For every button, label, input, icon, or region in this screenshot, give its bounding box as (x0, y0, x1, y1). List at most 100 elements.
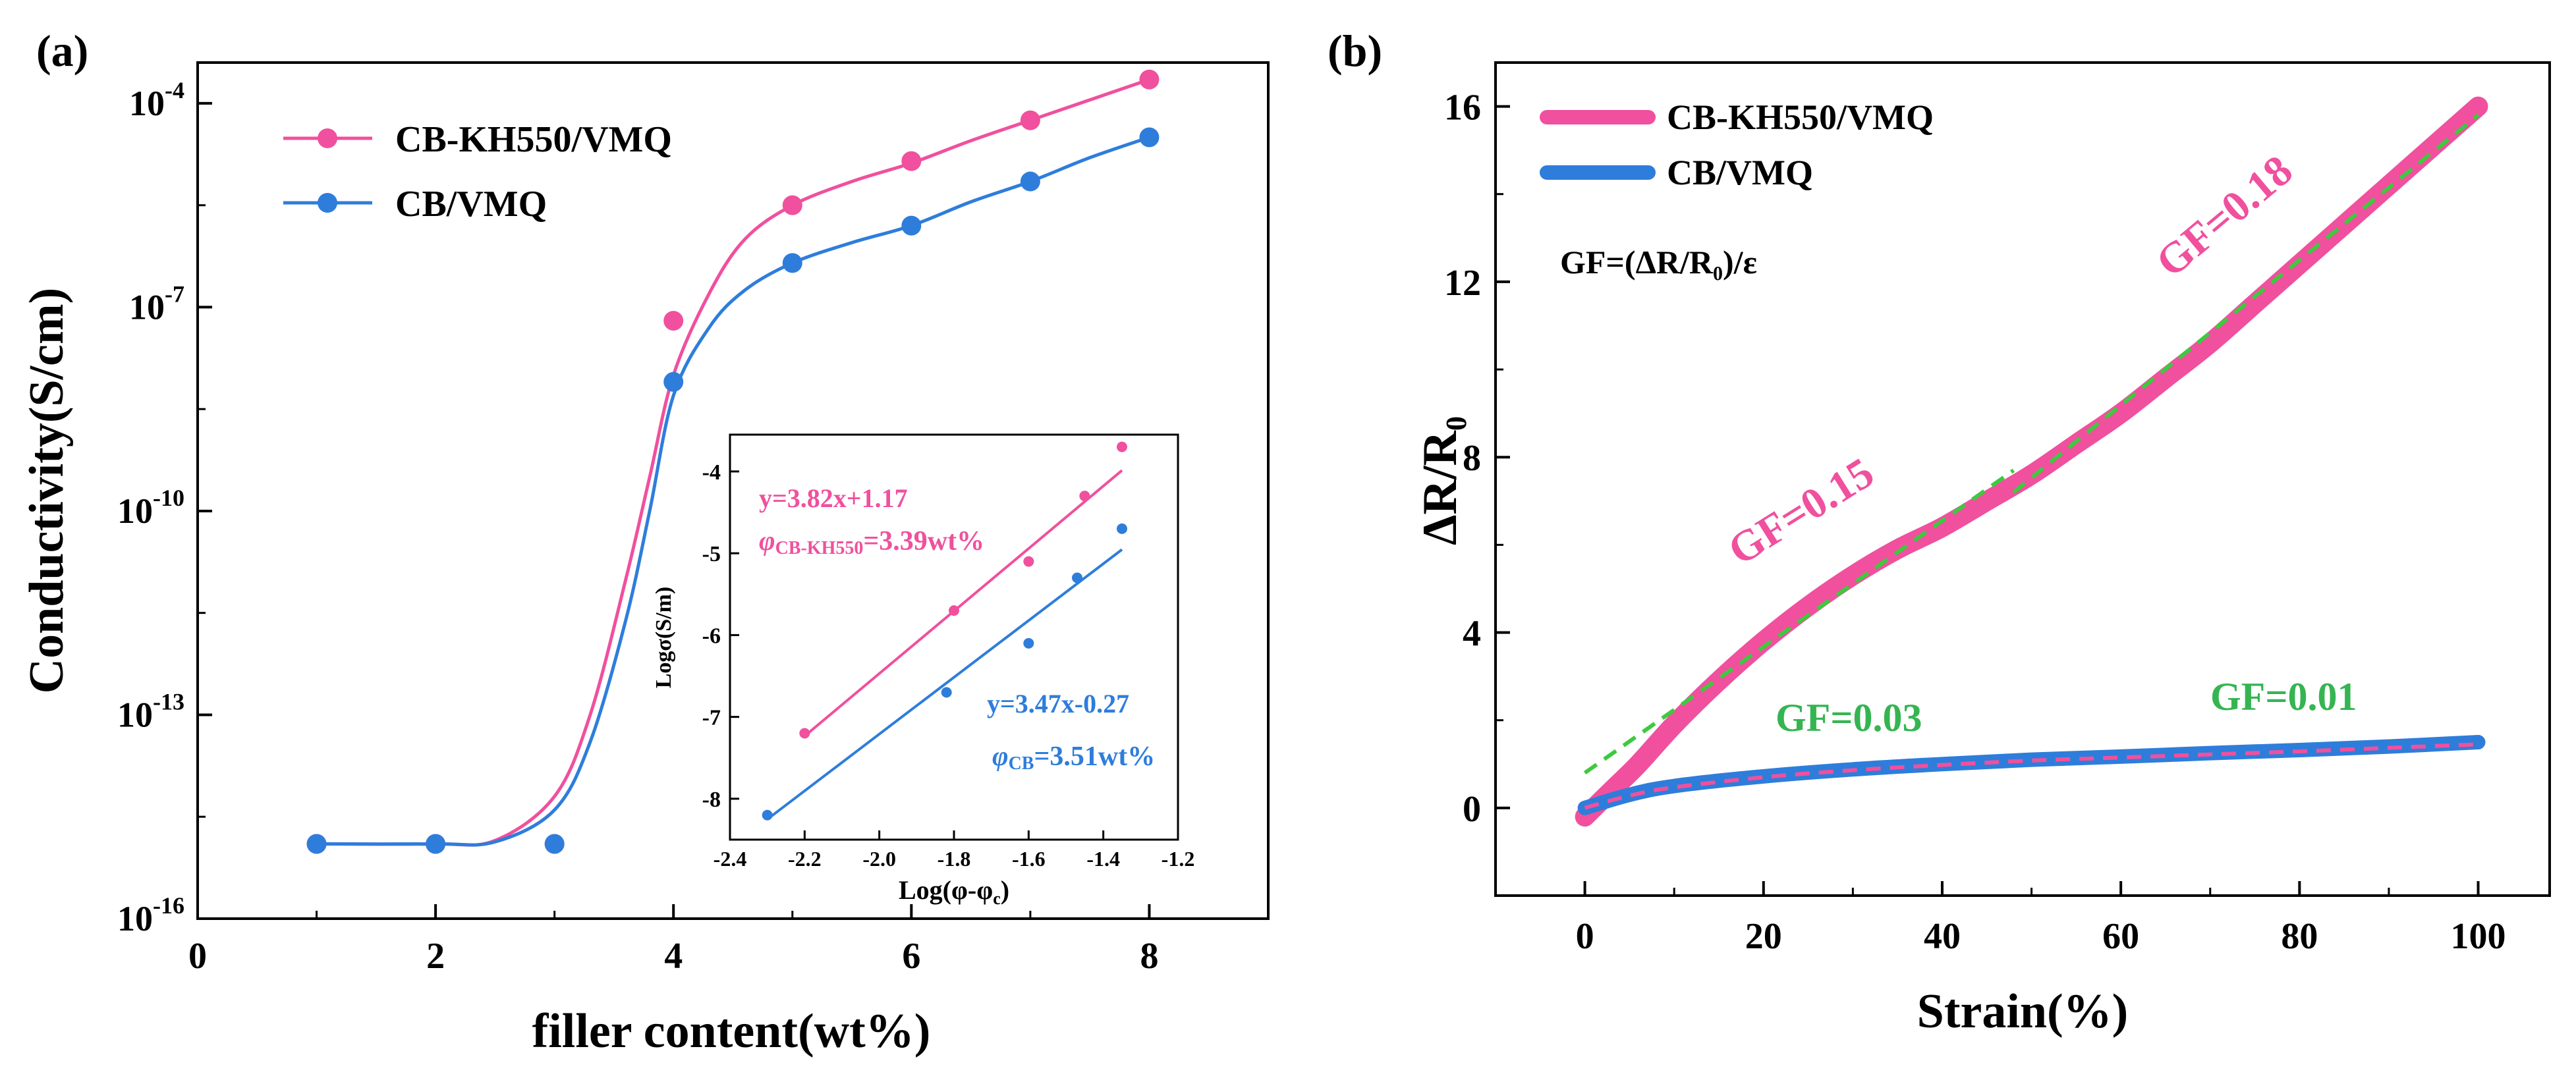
y-tick-label: 10-4 (129, 77, 184, 123)
y-tick-label: 16 (1444, 88, 1481, 128)
data-point (901, 215, 922, 236)
panel-a-series (306, 69, 1160, 854)
inset-xlabel: Log(φ-φc) (899, 875, 1009, 908)
inset-x-tick-label: -2.4 (714, 847, 747, 871)
x-tick-label: 60 (2102, 916, 2139, 957)
inset-data-point (1023, 556, 1034, 567)
inset-x-tick-label: -1.2 (1162, 847, 1195, 871)
y-tick-label: 10-10 (117, 485, 184, 531)
x-tick-label: 100 (2451, 916, 2506, 957)
inset-frame (729, 433, 1179, 841)
inset-x-tick-label: -1.8 (938, 847, 971, 871)
fit-pink-low (1583, 468, 2015, 775)
x-tick-label: 20 (1745, 916, 1782, 957)
data-point (1020, 110, 1040, 130)
panel-b-formula: GF=(ΔR/R₀)/ε (1560, 244, 1757, 281)
inset-x-tick-label: -1.6 (1012, 847, 1046, 871)
y-tick-label: 4 (1463, 614, 1481, 655)
legend-a-marker-blue (318, 193, 337, 213)
inset-y-tick-label: -6 (702, 624, 721, 648)
y-tick-label: 8 (1463, 438, 1481, 479)
panel-b: (b) 0 4 8 12 16 0 20 40 60 80 100 ΔR/R₀ Strain(%)… (1328, 26, 2551, 1039)
inset-y-tick-label: -5 (702, 542, 721, 566)
inset-data-point (1023, 637, 1034, 649)
panel-a-ylabel: Conductivity(S/cm) (20, 288, 74, 694)
inset-ylabel: Logσ(S/m) (652, 587, 676, 689)
panel-a-plot-frame (196, 61, 1270, 920)
data-point (544, 834, 565, 854)
inset-equation-blue: y=3.47x-0.27 (987, 689, 1129, 718)
panel-a-xlabel: filler content(wt%) (532, 1004, 931, 1058)
inset-y-axis: -8 -7 -6 -5 -4 (702, 460, 739, 812)
legend-a-label-blue: CB/VMQ (395, 184, 547, 225)
inset-data-point (1117, 523, 1127, 534)
fit-pink-high (2012, 113, 2480, 494)
annotation-gf-003: GF=0.03 (1776, 696, 1922, 740)
annotation-gf-001: GF=0.01 (2210, 675, 2357, 718)
y-tick-label: 10-13 (117, 688, 184, 734)
inset-x-tick-label: -2.0 (862, 847, 896, 871)
y-tick-label: 12 (1444, 263, 1481, 304)
inset-x-axis: -2.4 -2.2 -2.0 -1.8 -1.6 -1.4 -1.2 (714, 830, 1195, 871)
data-point (1020, 171, 1040, 192)
y-tick-label: 10-7 (129, 281, 184, 327)
data-point (663, 311, 684, 331)
inset-data-point (941, 687, 952, 698)
x-tick-label: 0 (1576, 916, 1594, 957)
panel-b-legend: CB-KH550/VMQ CB/VMQ (1540, 97, 1934, 192)
data-point (306, 834, 327, 854)
panel-b-ylabel: ΔR/R₀ (1413, 416, 1467, 545)
inset-x-tick-label: -2.2 (788, 847, 822, 871)
inset-y-tick-label: -4 (702, 460, 721, 485)
panel-b-xlabel: Strain(%) (1917, 985, 2129, 1039)
inset-x-tick-label: -1.4 (1086, 847, 1120, 871)
legend-a-label-pink: CB-KH550/VMQ (395, 119, 672, 160)
data-point (1139, 69, 1160, 90)
inset-data-point (949, 605, 959, 616)
panel-a-x-axis: 0 2 4 6 8 (188, 904, 1158, 977)
x-tick-label: 40 (1924, 916, 1961, 957)
x-tick-label: 6 (902, 936, 920, 977)
panel-b-x-axis: 0 20 40 60 80 100 (1576, 881, 2506, 957)
data-point (426, 834, 446, 854)
legend-b-label-blue: CB/VMQ (1667, 153, 1813, 192)
annotation-gf-015: GF=0.15 (1720, 448, 1882, 575)
x-tick-label: 0 (188, 936, 207, 977)
legend-b-label-pink: CB-KH550/VMQ (1667, 97, 1934, 137)
inset-data-point (1072, 572, 1082, 583)
inset-threshold-blue: φCB=3.51wt% (992, 742, 1155, 774)
inset-y-tick-label: -8 (702, 788, 721, 812)
y-tick-label: 0 (1463, 789, 1481, 830)
inset-y-tick-label: -7 (702, 706, 721, 730)
panel-a: (a) 10-16 10-13 10-10 10-7 10-4 0 2 4 6 8 Conduc… (20, 26, 1270, 1058)
fit-blue (1584, 742, 2478, 810)
panel-a-legend: CB-KH550/VMQ CB/VMQ (283, 119, 672, 225)
inset-fit-line-blue (766, 548, 1123, 821)
panel-b-label: (b) (1328, 26, 1382, 76)
y-tick-label: 10-16 (117, 892, 184, 938)
x-tick-label: 4 (664, 936, 683, 977)
x-tick-label: 2 (426, 936, 445, 977)
panel-b-series (1575, 96, 2488, 827)
panel-b-plot-frame (1494, 61, 2551, 897)
series-curve-pink (316, 78, 1150, 847)
inset-data-point (1079, 491, 1090, 502)
data-point (782, 195, 802, 215)
inset-series (762, 441, 1127, 821)
inset-data-point (799, 728, 810, 739)
series-line-blue (1577, 735, 2486, 815)
inset-fit-line-pink (804, 469, 1123, 738)
panel-b-y-axis: 0 4 8 12 16 (1444, 88, 1510, 830)
inset-data-point (762, 809, 773, 821)
inset-threshold-pink: φCB-KH550=3.39wt% (759, 526, 984, 558)
data-point (663, 371, 684, 392)
panel-a-inset: -8-7-6-5-4 -2.4 -2.2 -2.0 -1.8 -1.6 -1.4 -1.2 … (652, 433, 1195, 908)
x-tick-label: 8 (1140, 936, 1158, 977)
data-point (1139, 127, 1160, 148)
inset-data-point (1117, 441, 1127, 452)
panel-a-label: (a) (36, 26, 88, 76)
inset-equation-pink: y=3.82x+1.17 (759, 483, 908, 513)
annotation-gf-018: GF=0.18 (2147, 146, 2301, 286)
panel-a-y-axis: 10-16 10-13 10-10 10-7 10-4 (117, 77, 212, 938)
